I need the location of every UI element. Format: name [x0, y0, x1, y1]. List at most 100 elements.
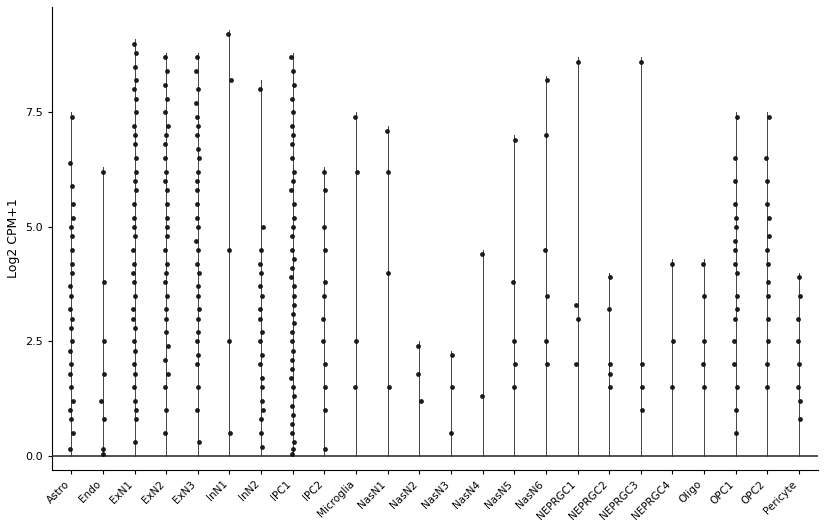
Point — [412, 342, 425, 350]
Point — [64, 282, 77, 291]
Point — [97, 337, 111, 346]
Point — [380, 126, 394, 135]
Point — [382, 168, 395, 176]
Point — [191, 168, 204, 176]
Point — [761, 291, 775, 300]
Point — [160, 291, 173, 300]
Point — [570, 360, 583, 369]
Point — [191, 85, 205, 93]
Point — [126, 269, 139, 277]
Point — [128, 369, 141, 378]
Point — [794, 415, 807, 423]
Point — [285, 246, 299, 254]
Point — [540, 291, 554, 300]
Point — [349, 337, 362, 346]
Point — [158, 81, 172, 89]
Point — [285, 355, 299, 364]
Point — [128, 40, 141, 48]
Point — [129, 62, 142, 71]
Point — [285, 154, 299, 163]
Point — [762, 232, 776, 240]
Point — [285, 337, 299, 346]
Point — [190, 112, 203, 121]
Point — [728, 200, 742, 208]
Point — [130, 186, 143, 194]
Point — [507, 278, 520, 286]
Point — [127, 337, 140, 346]
Point — [190, 99, 203, 107]
Point — [65, 269, 78, 277]
Point — [286, 67, 299, 76]
Point — [97, 168, 110, 176]
Point — [191, 131, 204, 139]
Point — [161, 67, 174, 76]
Point — [129, 438, 142, 447]
Point — [540, 131, 553, 139]
Point — [317, 314, 330, 323]
Point — [791, 314, 804, 323]
Point — [161, 259, 174, 268]
Point — [540, 360, 554, 369]
Point — [728, 259, 742, 268]
Point — [97, 278, 111, 286]
Point — [253, 305, 266, 314]
Point — [64, 445, 77, 454]
Point — [285, 273, 298, 281]
Point — [288, 438, 301, 447]
Point — [63, 369, 76, 378]
Point — [286, 310, 299, 318]
Point — [129, 49, 142, 57]
Point — [318, 360, 332, 369]
Point — [129, 324, 142, 332]
Point — [191, 383, 205, 392]
Point — [65, 259, 78, 268]
Point — [288, 168, 301, 176]
Point — [286, 131, 299, 139]
Point — [159, 269, 172, 277]
Point — [285, 401, 298, 410]
Point — [190, 406, 203, 414]
Point — [64, 158, 77, 167]
Point — [446, 351, 459, 360]
Point — [793, 360, 806, 369]
Point — [318, 445, 332, 454]
Point — [191, 328, 204, 336]
Point — [285, 122, 299, 130]
Point — [158, 278, 172, 286]
Point — [286, 328, 299, 336]
Point — [65, 232, 78, 240]
Point — [761, 278, 775, 286]
Point — [382, 269, 395, 277]
Point — [191, 122, 205, 130]
Point — [191, 213, 204, 222]
Point — [287, 282, 300, 291]
Point — [127, 278, 140, 286]
Point — [728, 237, 742, 245]
Point — [191, 223, 205, 231]
Point — [191, 337, 204, 346]
Point — [696, 360, 710, 369]
Point — [222, 337, 235, 346]
Point — [126, 314, 139, 323]
Point — [192, 246, 205, 254]
Point — [604, 273, 617, 281]
Point — [255, 415, 268, 423]
Point — [444, 429, 457, 437]
Point — [414, 397, 427, 406]
Point — [604, 369, 617, 378]
Point — [127, 259, 140, 268]
Point — [349, 112, 362, 121]
Point — [129, 140, 142, 149]
Point — [256, 291, 269, 300]
Point — [285, 449, 299, 458]
Point — [128, 85, 141, 93]
Point — [667, 337, 680, 346]
Point — [285, 140, 299, 149]
Point — [728, 337, 741, 346]
Point — [128, 346, 141, 355]
Point — [160, 213, 173, 222]
Point — [130, 108, 143, 117]
Point — [538, 246, 551, 254]
Point — [65, 337, 78, 346]
Point — [191, 145, 205, 153]
